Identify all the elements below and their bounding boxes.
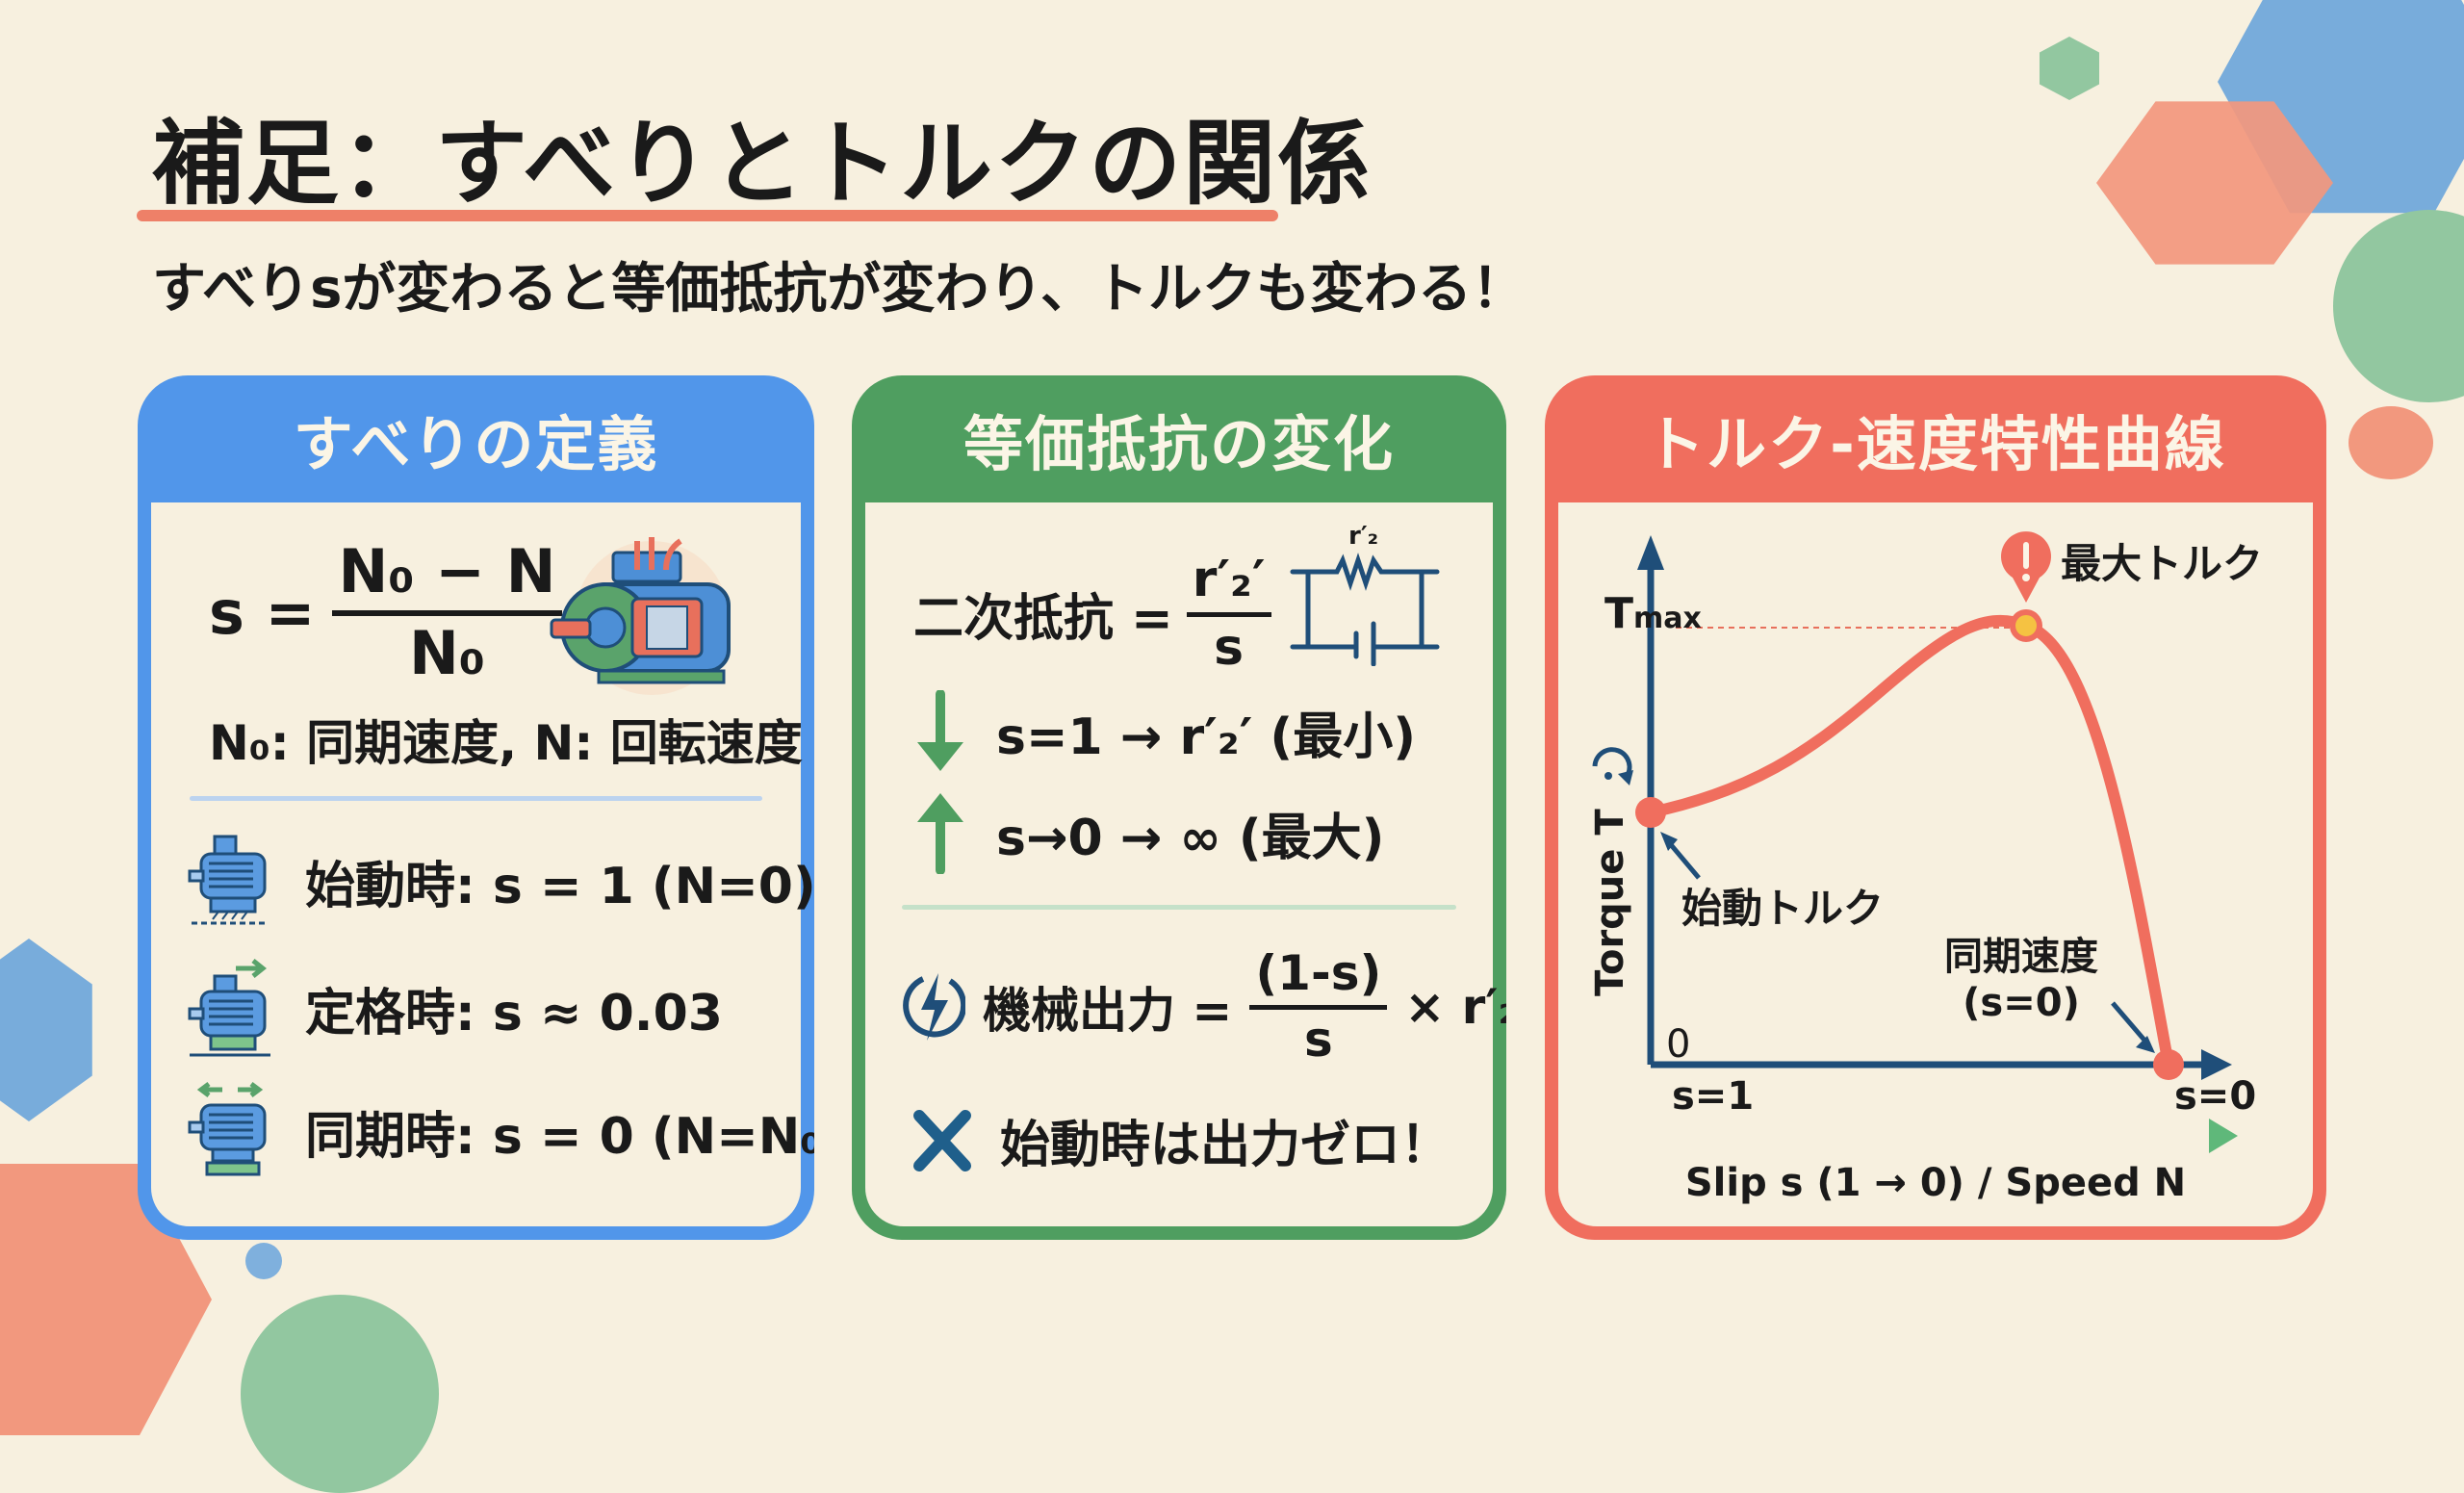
- motor-cutaway-icon: [550, 537, 731, 695]
- state-row-rated: 定格時: s ≈ 0.03: [188, 955, 723, 1061]
- decor-blue-dot-bottom: [245, 1243, 282, 1279]
- formula-lhs: s =: [209, 577, 316, 648]
- y-tick-tmax: TTmaxmax: [1604, 589, 1702, 638]
- rotation-icon: [1592, 747, 1633, 785]
- panel-body: 二次抵抗 = r′₂′ s r′₂ s=1 → r′₂′: [865, 502, 1506, 1226]
- panel-slip-definition: すべりの定義 s = N₀ − N N₀ N₀: 同期速度, N: 回転速度: [138, 375, 814, 1240]
- section-divider: [902, 905, 1456, 910]
- warning-label: 始動時は出力ゼロ！: [1000, 1117, 1451, 1174]
- page-subtitle: すべりsが変わると等価抵抗が変わり、トルクも変わる！: [152, 258, 1527, 321]
- x-axis-arrow-icon: [2201, 1049, 2232, 1080]
- annotation-sync-speed: 同期速度 (s=0): [1944, 935, 2098, 1025]
- output-lhs: 機械出力 =: [983, 982, 1233, 1039]
- starting-torque-point: [1635, 797, 1666, 828]
- output-denominator: s: [1303, 1012, 1333, 1068]
- y-axis-arrow-icon: [1637, 535, 1664, 570]
- y-axis-label: Torque T: [1588, 809, 1632, 996]
- state-label: 始動時: s = 1 (N=0): [305, 857, 814, 915]
- panel-equivalent-resistance: 等価抵抗の変化 二次抵抗 = r′₂′ s r′₂: [852, 375, 1506, 1240]
- sync-speed-arrow: [2111, 1001, 2149, 1045]
- torque-speed-chart: [1592, 531, 2238, 1153]
- panel-body: TTmaxmax Torque T 0 s=1 s=0 最大トルク 始動トルク …: [1558, 502, 2313, 1226]
- formula-denominator: s: [1214, 619, 1245, 677]
- state-row-synchronous: 同期時: s = 0 (N=N₀): [188, 1080, 814, 1182]
- state-row-starting: 始動時: s = 1 (N=0): [188, 835, 814, 927]
- resistance-row-max: s→0 → ∞ (最大): [913, 791, 1384, 874]
- motor-sync-icon: [188, 1082, 267, 1176]
- secondary-resistance-formula: 二次抵抗 = r′₂′ s: [913, 551, 1271, 677]
- starting-torque-arrow: [1666, 839, 1701, 880]
- arrow-down-icon: [917, 690, 963, 771]
- panel-torque-speed-curve: トルク-速度特性曲線: [1545, 375, 2326, 1240]
- annotation-starting-torque: 始動トルク: [1681, 885, 1885, 932]
- panel-title: トルク-速度特性曲線: [1645, 409, 2226, 479]
- warning-row: 始動時は出力ゼロ！: [913, 1104, 1450, 1176]
- decor-coral-hexagon-top-right: [2096, 101, 2333, 265]
- arrow-up-icon: [917, 793, 963, 874]
- output-numerator: (1-s): [1249, 945, 1388, 1010]
- decor-green-circle-bottom: [241, 1295, 439, 1493]
- formula-numerator: N₀ − N: [332, 536, 562, 616]
- output-rhs: × r′₂′: [1404, 978, 1506, 1035]
- circuit-diagram: r′₂: [1289, 522, 1443, 666]
- state-label: 定格時: s ≈ 0.03: [305, 984, 723, 1043]
- decor-coral-circle-right: [2348, 406, 2433, 479]
- panel-body: s = N₀ − N N₀ N₀: 同期速度, N: 回転速度: [151, 502, 814, 1226]
- panel-title: 等価抵抗の変化: [962, 409, 1395, 479]
- torque-curve: [1645, 614, 2174, 1070]
- max-torque-point: [2010, 609, 2042, 642]
- x-tick-s1: s=1: [1672, 1074, 1755, 1119]
- resistor-circuit-icon: [1290, 553, 1440, 666]
- title-underline: [137, 210, 1278, 221]
- section-divider: [190, 796, 762, 801]
- annotation-max-torque: 最大トルク: [2061, 540, 2264, 587]
- state-label: 同期時: s = 0 (N=N₀): [305, 1107, 814, 1166]
- formula-lhs: 二次抵抗 =: [913, 590, 1173, 648]
- motor-stopped-icon: [188, 835, 269, 925]
- resistance-row-min: s=1 → r′₂′ (最小): [913, 690, 1416, 773]
- output-fraction: (1-s) s: [1249, 945, 1388, 1068]
- page-title: 補足：すべりとトルクの関係: [152, 110, 1373, 218]
- lightning-icon: [903, 972, 965, 1041]
- decor-blue-hexagon-left: [0, 939, 92, 1121]
- resistance-row-label: s=1 → r′₂′ (最小): [996, 708, 1416, 766]
- sync-speed-point: [2153, 1049, 2184, 1080]
- x-axis-label: Slip s (1 → 0) / Speed N: [1684, 1161, 2187, 1205]
- slip-variables-legend: N₀: 同期速度, N: 回転速度: [209, 715, 803, 771]
- formula-numerator: r′₂′: [1186, 551, 1271, 617]
- decor-green-circle-right: [2333, 210, 2464, 402]
- x-tick-s0: s=0: [2174, 1074, 2257, 1119]
- formula-fraction: N₀ − N N₀: [332, 536, 562, 688]
- formula-denominator: N₀: [408, 618, 485, 688]
- slip-formula: s = N₀ − N N₀: [209, 536, 562, 688]
- panel-title: すべりの定義: [293, 409, 659, 479]
- mechanical-output-formula: 機械出力 = (1-s) s × r′₂′: [902, 945, 1506, 1068]
- formula-fraction: r′₂′ s: [1186, 551, 1271, 677]
- y-tick-zero: 0: [1666, 1022, 1691, 1067]
- cross-icon: [913, 1109, 971, 1171]
- motor-running-icon: [188, 959, 270, 1057]
- resistance-row-label: s→0 → ∞ (最大): [996, 809, 1385, 867]
- decor-green-hexagon-small: [2039, 37, 2100, 100]
- circuit-resistor-label: r′₂: [1348, 522, 1379, 551]
